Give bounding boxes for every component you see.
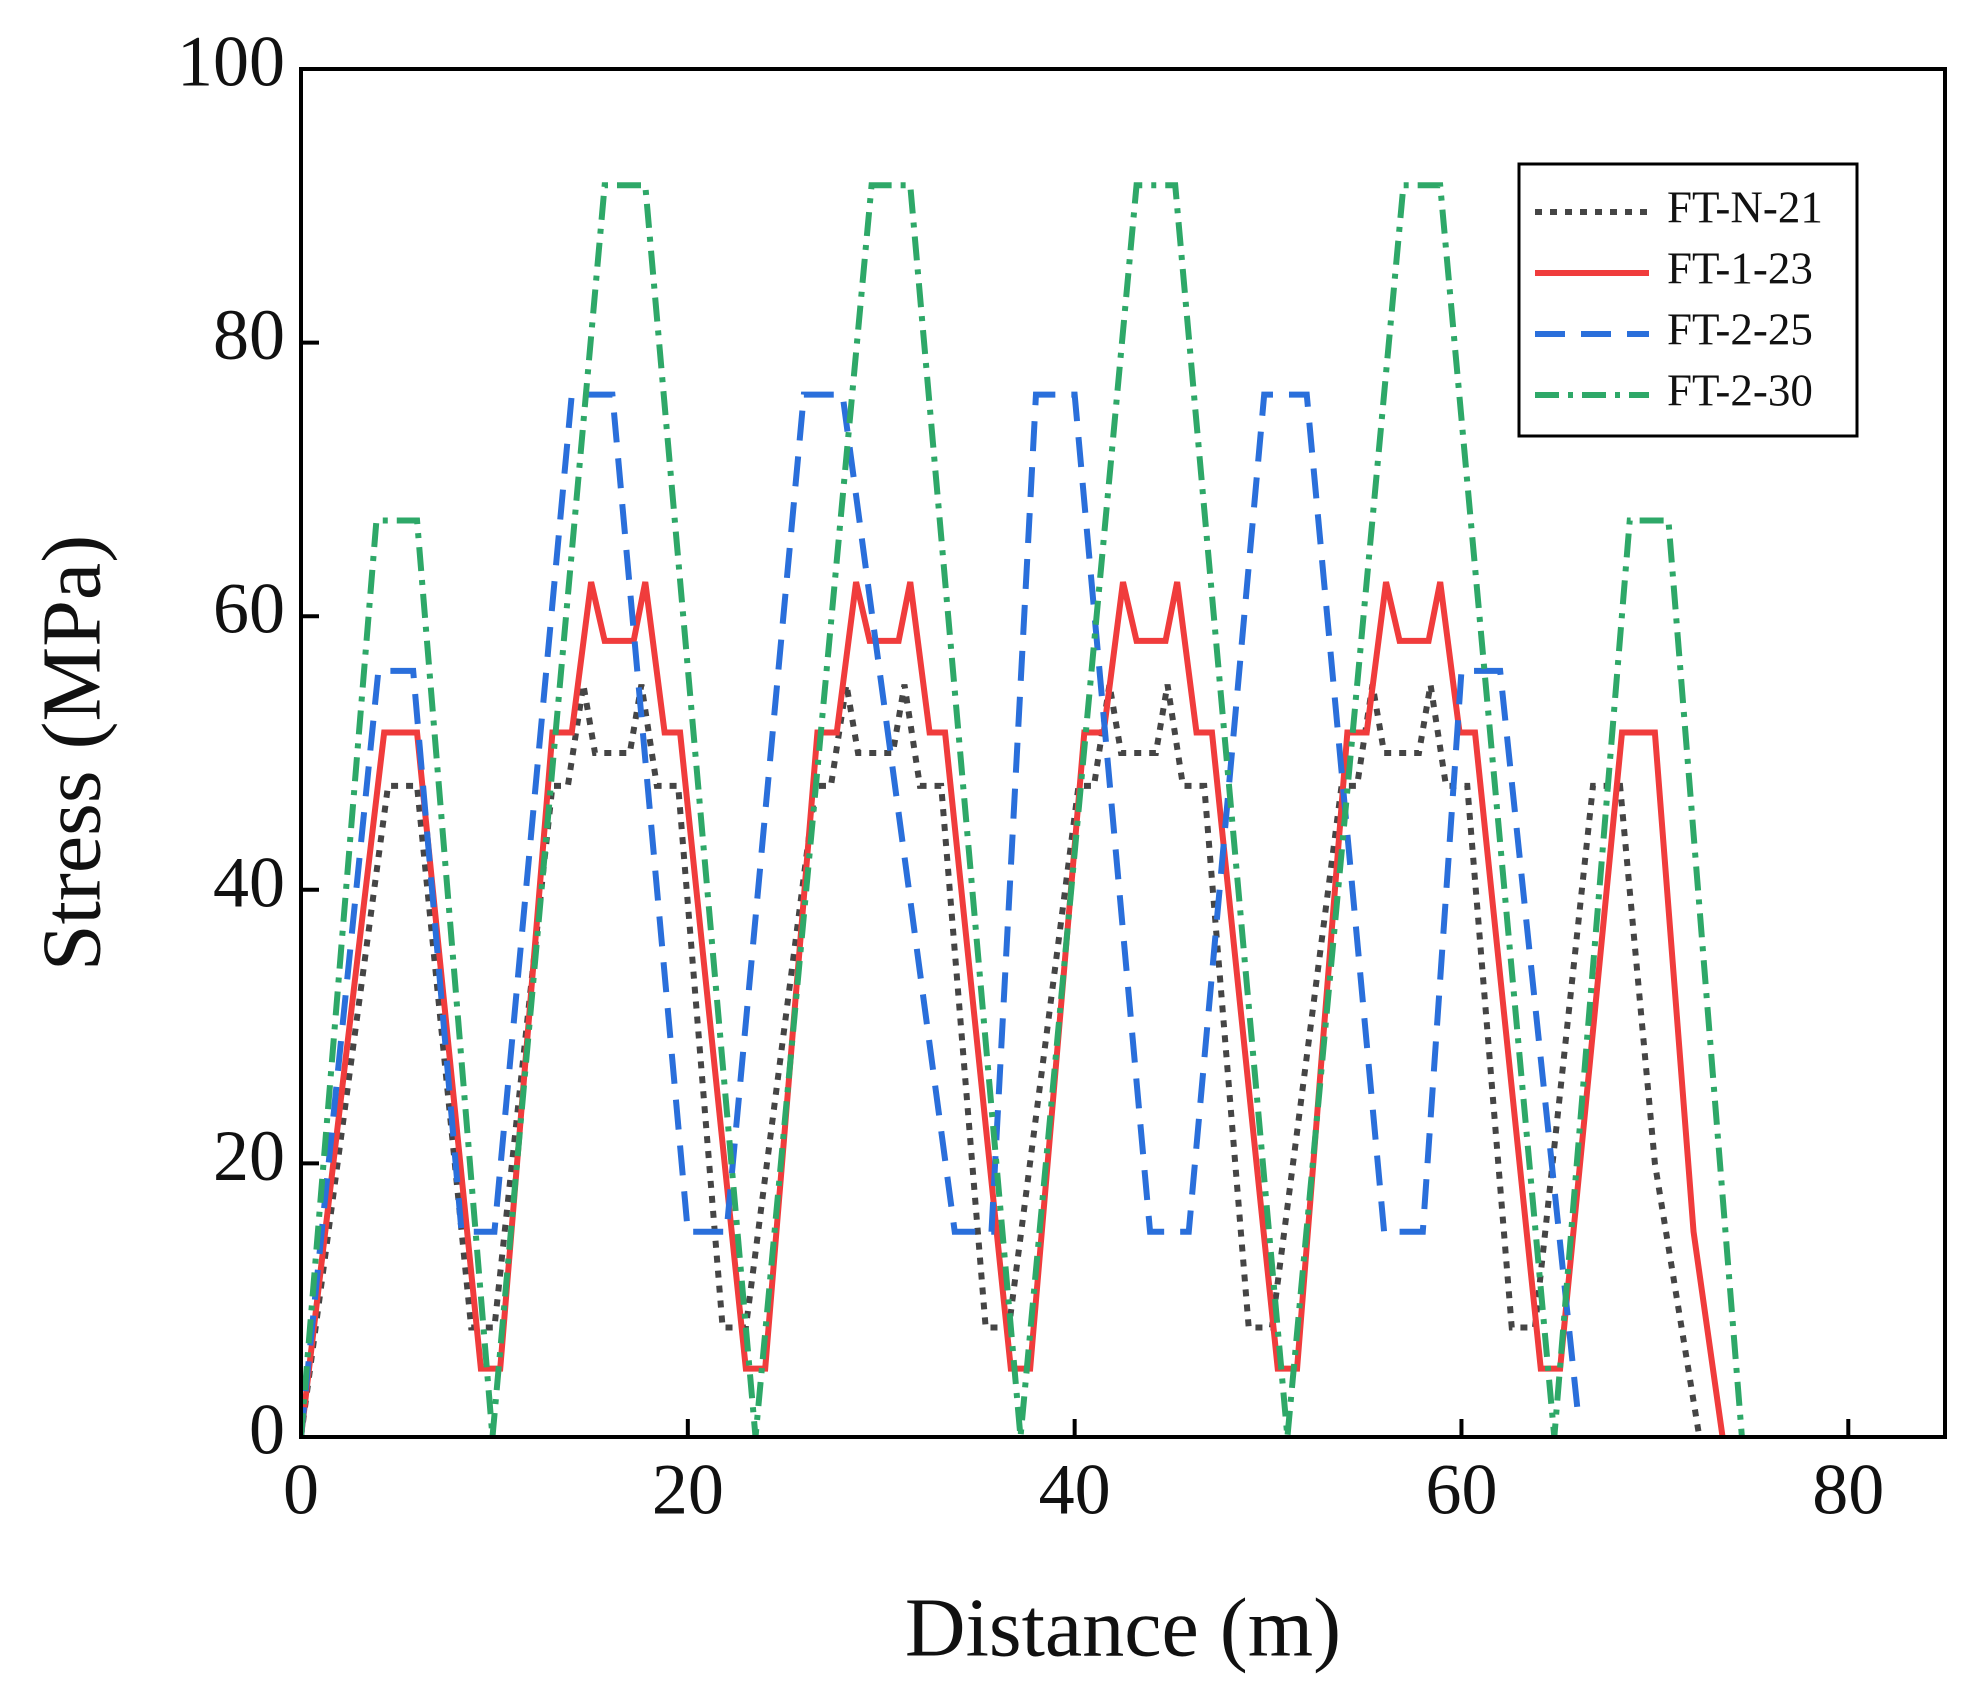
legend-label: FT-N-21: [1667, 182, 1823, 232]
x-tick-label: 20: [652, 1450, 724, 1530]
series-line: [301, 581, 1726, 1437]
legend-box: [1517, 162, 1859, 438]
y-tick-label: 80: [213, 295, 285, 375]
y-tick-label: 0: [249, 1390, 285, 1470]
legend-label: FT-2-30: [1667, 365, 1813, 415]
legend-label: FT-2-25: [1667, 304, 1813, 354]
x-tick-label: 40: [1039, 1450, 1111, 1530]
series-line: [301, 391, 1581, 1437]
legend-label: FT-1-23: [1667, 243, 1813, 293]
y-tick-label: 20: [213, 1116, 285, 1196]
x-tick-label: 60: [1425, 1450, 1497, 1530]
x-tick-label: 80: [1812, 1450, 1884, 1530]
y-tick-label: 40: [213, 842, 285, 922]
x-axis-label: Distance (m): [905, 1581, 1341, 1674]
plot-frame: [299, 67, 1947, 1439]
x-tick-label: 0: [283, 1450, 319, 1530]
y-tick-label: 60: [213, 569, 285, 649]
y-tick-label: 100: [177, 22, 285, 102]
y-axis-label: Stress (MPa): [25, 535, 118, 971]
